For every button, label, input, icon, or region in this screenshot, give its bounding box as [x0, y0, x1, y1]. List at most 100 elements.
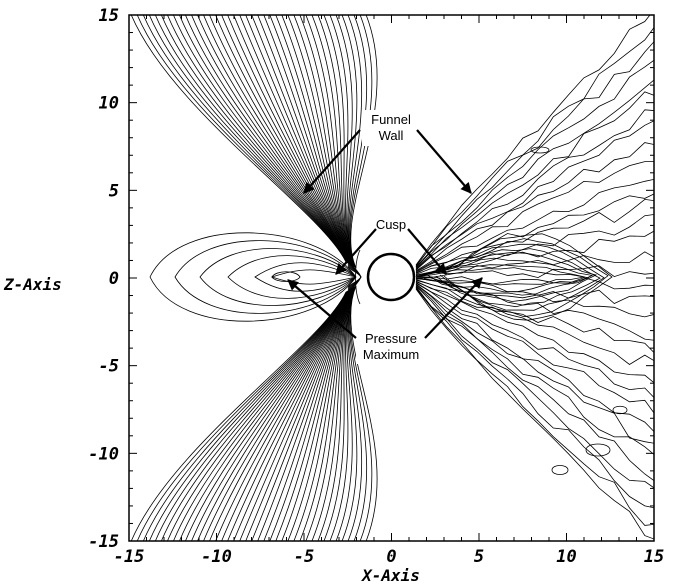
funnel-contour-lower: [257, 288, 352, 541]
funnel-contour-upper: [136, 15, 347, 263]
funnel-contour-lower: [275, 288, 353, 541]
outflow-contour: [415, 15, 651, 266]
x-tick-label: 15: [644, 547, 664, 567]
funnel-contour-lower: [348, 286, 368, 541]
funnel-contour-lower: [155, 291, 348, 541]
funnel-contour-upper: [197, 15, 350, 264]
funnel-contour-lower: [185, 290, 349, 541]
outflow-contour: [415, 120, 654, 271]
funnel-contour-upper: [173, 15, 349, 264]
funnel-contour-upper: [263, 15, 352, 266]
outflow-contour: [415, 288, 654, 526]
outflow-contour: [415, 91, 654, 269]
funnel-contour-upper: [317, 15, 355, 267]
torus-contour: [199, 248, 357, 306]
funnel-contour-upper: [329, 15, 355, 268]
funnel-contour-lower: [239, 289, 351, 541]
outflow-contour: [415, 280, 654, 365]
funnel-contour-upper: [155, 15, 348, 263]
funnel-contour-lower: [305, 287, 354, 541]
outflow-contour: [415, 282, 654, 414]
black-hole-circle: [366, 252, 416, 302]
funnel-contour-upper: [341, 15, 358, 268]
funnel-contour-upper: [227, 15, 351, 265]
funnel-contour-upper: [167, 15, 348, 264]
funnel-contour-lower: [149, 291, 348, 541]
funnel-contour-upper: [350, 15, 378, 269]
x-tick-label: 5: [474, 547, 484, 567]
disk-contour-right: [415, 243, 605, 311]
disk-contour-right: [415, 248, 601, 308]
funnel-contour-upper: [349, 15, 373, 268]
outflow-contour: [415, 285, 654, 482]
cusp-label: Cusp: [376, 217, 406, 232]
disk-contour-right: [415, 238, 609, 318]
funnel-contour-upper: [275, 15, 353, 266]
cusp-arc: [355, 249, 361, 305]
cusp-contour: [347, 266, 362, 278]
x-tick-label: 10: [556, 547, 576, 567]
funnel-contour-lower: [341, 286, 358, 541]
funnel-contour-upper: [185, 15, 349, 264]
eddy-contour: [530, 146, 550, 154]
outflow-contour: [415, 283, 654, 433]
outflow-contour: [415, 288, 654, 540]
funnel-contour-upper: [143, 15, 347, 263]
outflow-contour: [415, 276, 654, 290]
funnel-contour-upper: [239, 15, 351, 265]
funnel-wall-label-line2: Wall: [379, 128, 404, 143]
z-tick-label: 15: [99, 6, 119, 26]
torus-contour: [149, 232, 357, 322]
outflow-contour: [415, 161, 654, 272]
funnel-contour-lower: [349, 286, 373, 541]
outflow-contour: [415, 193, 654, 274]
funnel-contour-lower: [347, 286, 363, 541]
funnel-contour-lower: [281, 288, 353, 541]
contour-lines: [130, 15, 654, 541]
x-tick-label: -5: [294, 547, 314, 567]
disk-contour-right: [415, 233, 613, 321]
outflow-contour: [415, 282, 654, 399]
x-tick-label: 0: [386, 547, 396, 567]
outflow-contour: [415, 79, 654, 269]
funnel-wall-left-arrow: [303, 129, 361, 194]
outflow-contour: [415, 277, 654, 304]
outflow-contour: [415, 285, 654, 456]
funnel-contour-upper: [293, 15, 354, 267]
axis-ticks: [128, 14, 655, 542]
x-axis-title: X-Axis: [360, 566, 420, 584]
funnel-contour-lower: [227, 289, 351, 541]
funnel-contour-upper: [323, 15, 355, 268]
torus-contour: [227, 255, 357, 299]
annotation-cusp: Cusp: [373, 216, 409, 232]
z-tick-label: 0: [109, 269, 119, 289]
z-tick-label: -5: [99, 357, 119, 377]
funnel-contour-lower: [251, 288, 352, 541]
z-tick-label: 5: [109, 181, 119, 201]
annotation-funnel-wall: Funnel Wall: [362, 110, 420, 146]
funnel-contour-lower: [161, 291, 348, 541]
funnel-contour-lower: [167, 290, 348, 541]
torus-contour: [174, 240, 357, 314]
funnel-contour-lower: [329, 286, 355, 541]
funnel-contour-upper: [257, 15, 352, 266]
torus-contour: [254, 262, 357, 292]
outflow-contour: [415, 41, 654, 267]
x-tick-label: -10: [201, 547, 232, 567]
outflow-contour: [415, 142, 654, 272]
z-tick-label: -10: [88, 444, 119, 464]
cusp-contour: [347, 276, 362, 288]
eddy-contour: [612, 405, 628, 415]
funnel-contour-lower: [245, 288, 352, 541]
funnel-contour-lower: [221, 289, 351, 541]
cusp-right-arrow: [407, 228, 447, 275]
funnel-contour-upper: [335, 15, 356, 268]
funnel-contour-lower: [335, 286, 356, 541]
outflow-contour: [415, 286, 654, 489]
funnel-contour-lower: [317, 287, 355, 541]
pressure-max-left-arrow: [287, 279, 357, 339]
funnel-contour-upper: [245, 15, 352, 266]
outflow-contour: [415, 279, 654, 354]
funnel-contour-lower: [323, 286, 355, 541]
